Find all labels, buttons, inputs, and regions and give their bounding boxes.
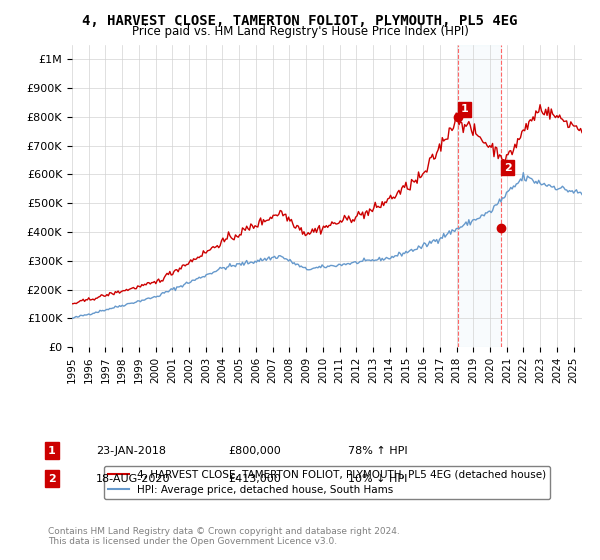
Legend: 4, HARVEST CLOSE, TAMERTON FOLIOT, PLYMOUTH, PL5 4EG (detached house), HPI: Aver: 4, HARVEST CLOSE, TAMERTON FOLIOT, PLYMO… (104, 466, 550, 499)
Text: 2: 2 (48, 474, 56, 484)
Text: 10% ↓ HPI: 10% ↓ HPI (348, 474, 407, 484)
Text: 78% ↑ HPI: 78% ↑ HPI (348, 446, 407, 456)
Text: Contains HM Land Registry data © Crown copyright and database right 2024.
This d: Contains HM Land Registry data © Crown c… (48, 526, 400, 546)
Text: 23-JAN-2018: 23-JAN-2018 (96, 446, 166, 456)
Text: £800,000: £800,000 (228, 446, 281, 456)
Text: 18-AUG-2020: 18-AUG-2020 (96, 474, 170, 484)
Bar (458, 45, 500, 347)
Text: 4, HARVEST CLOSE, TAMERTON FOLIOT, PLYMOUTH, PL5 4EG: 4, HARVEST CLOSE, TAMERTON FOLIOT, PLYMO… (82, 14, 518, 28)
Text: £413,000: £413,000 (228, 474, 281, 484)
Text: 2: 2 (504, 162, 512, 172)
Text: 1: 1 (48, 446, 56, 456)
Text: 1: 1 (461, 105, 469, 114)
Text: Price paid vs. HM Land Registry's House Price Index (HPI): Price paid vs. HM Land Registry's House … (131, 25, 469, 38)
